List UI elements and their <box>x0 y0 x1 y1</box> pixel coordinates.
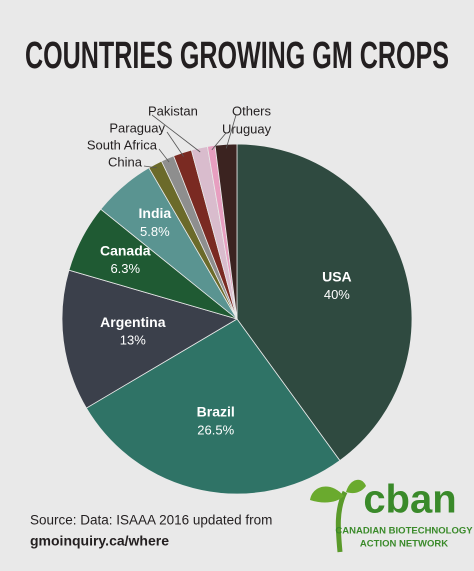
logo: cban CANADIAN BIOTECHNOLOGY ACTION NETWO… <box>310 478 473 553</box>
slice <box>61 269 238 409</box>
slice-label: Uruguay <box>222 121 272 136</box>
slice-label: Brazil <box>197 404 235 420</box>
slice-label: Paraguay <box>109 120 165 135</box>
leader-line <box>166 131 184 157</box>
logo-line: ACTION NETWORK <box>360 539 448 550</box>
logo-leaf <box>346 479 366 494</box>
slice-label: USA <box>322 268 352 284</box>
slice-label: India <box>139 205 172 221</box>
slice <box>85 318 341 495</box>
pie <box>61 143 413 495</box>
slice-label: China <box>108 154 143 169</box>
leader-line <box>211 132 227 151</box>
value-label: 5.8% <box>140 224 170 239</box>
logo-leaf <box>310 486 344 503</box>
slice-label: Pakistan <box>148 103 198 118</box>
logo-name: cban <box>363 478 456 522</box>
value-label: 13% <box>120 333 146 348</box>
slice <box>214 143 238 320</box>
leader-line <box>158 148 170 163</box>
slice-label: Argentina <box>100 314 166 330</box>
slice-label: South Africa <box>87 137 158 152</box>
logo-line: CANADIAN BIOTECHNOLOGY <box>335 526 473 537</box>
leader-line <box>143 165 158 169</box>
slice-label: Others <box>232 103 272 118</box>
leader-line <box>151 114 201 153</box>
leader-line <box>225 114 237 149</box>
slice <box>236 143 413 462</box>
chart-title: COUNTRIES GROWING GM CROPS <box>25 35 449 77</box>
value-label: 26.5% <box>197 422 234 437</box>
slice-label: Canada <box>100 242 151 258</box>
source-text: Source: Data: ISAAA 2016 updated from <box>30 513 272 528</box>
source-url: gmoinquiry.ca/where <box>30 533 169 549</box>
labels: USA 40% Brazil 26.5% Argentina 13% Canada 6.3% I… <box>87 103 352 437</box>
value-label: 40% <box>324 287 350 302</box>
value-label: 6.3% <box>110 261 140 276</box>
